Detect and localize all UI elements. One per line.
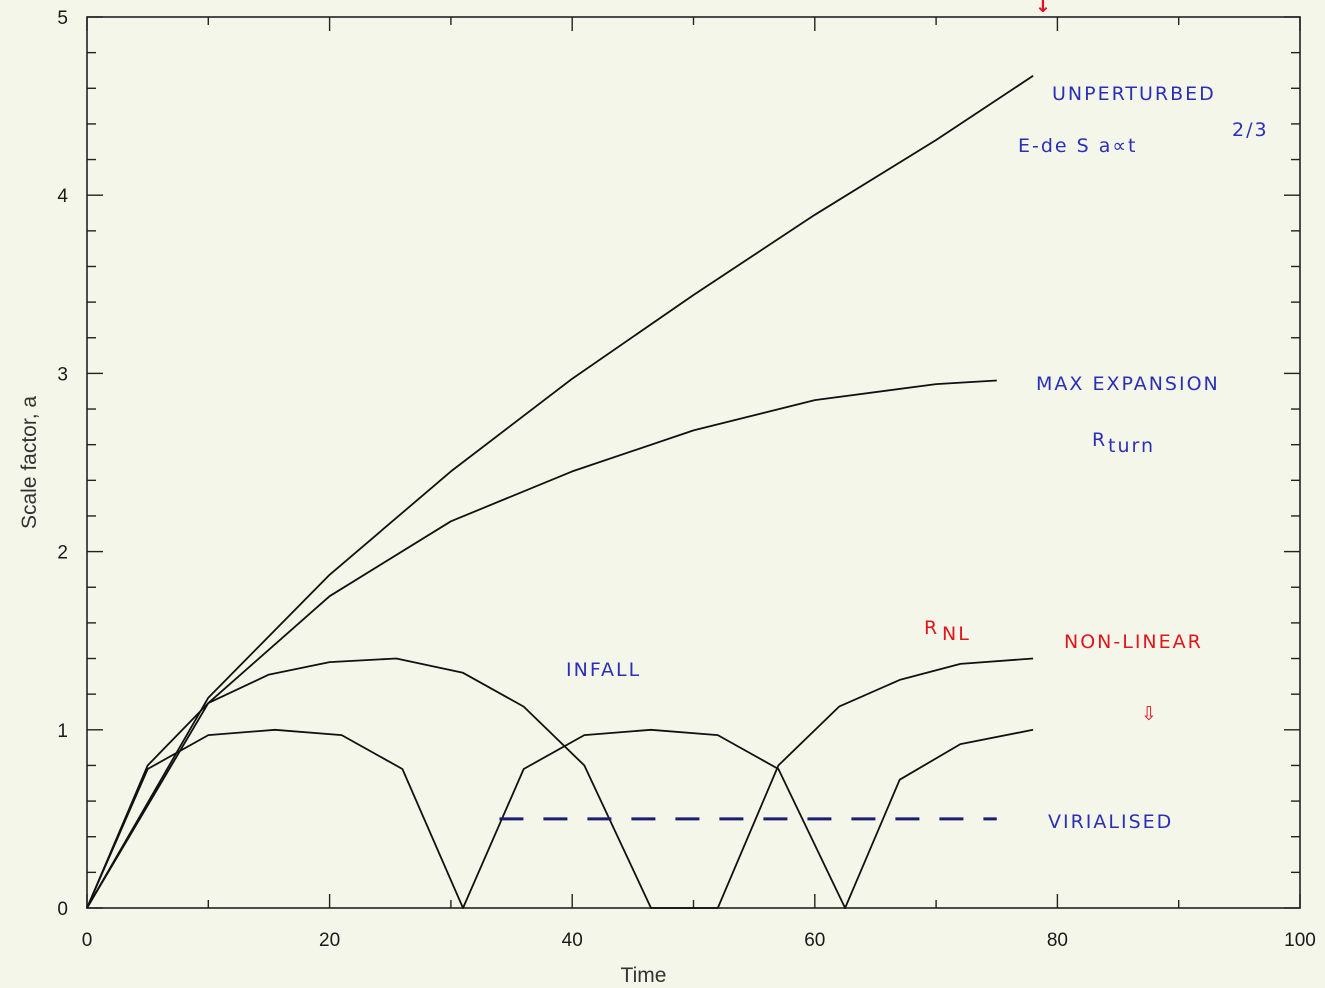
x-tick-label: 40 <box>562 930 583 951</box>
x-tick-label: 60 <box>804 930 825 951</box>
down-arrow-icon: ⇩ <box>1141 703 1159 725</box>
x-tick-label: 80 <box>1047 930 1068 951</box>
x-tick-label: 100 <box>1284 930 1316 951</box>
y-tick-label: 4 <box>57 186 68 207</box>
annotation-unperturbed: UNPERTURBED <box>1052 83 1216 105</box>
annotation-r-nl-subscript: NL <box>942 623 971 645</box>
top-red-arrow-icon: ↓ <box>1035 0 1053 17</box>
y-tick-label: 1 <box>57 721 68 742</box>
annotation-virialised: VIRIALISED <box>1048 811 1173 833</box>
x-axis-title: Time <box>621 964 667 987</box>
y-axis-title: Scale factor, a <box>18 396 41 529</box>
annotation-max-expansion: MAX EXPANSION <box>1036 373 1220 395</box>
annotation-eds: E-de S a∝t <box>1018 135 1137 157</box>
series-line-4 <box>86 728 1034 909</box>
y-tick-label: 5 <box>57 8 68 29</box>
series-line-2 <box>86 379 997 909</box>
annotation-r-turn-subscript: turn <box>1108 435 1155 457</box>
y-tick-label: 2 <box>57 543 68 564</box>
annotation-r-turn: R <box>1092 429 1107 451</box>
y-tick-label: 3 <box>57 364 68 385</box>
series-line-3 <box>86 657 1034 909</box>
x-tick-label: 20 <box>319 930 340 951</box>
y-tick-label: 0 <box>57 899 68 920</box>
x-tick-label: 0 <box>82 930 93 951</box>
series-line-1 <box>86 75 1034 909</box>
annotation-eds-exponent: 2/3 <box>1232 119 1269 141</box>
annotation-non-linear: NON-LINEAR <box>1064 631 1203 653</box>
annotation-r-nl: R <box>924 617 939 639</box>
annotation-infall: INFALL <box>566 659 641 681</box>
